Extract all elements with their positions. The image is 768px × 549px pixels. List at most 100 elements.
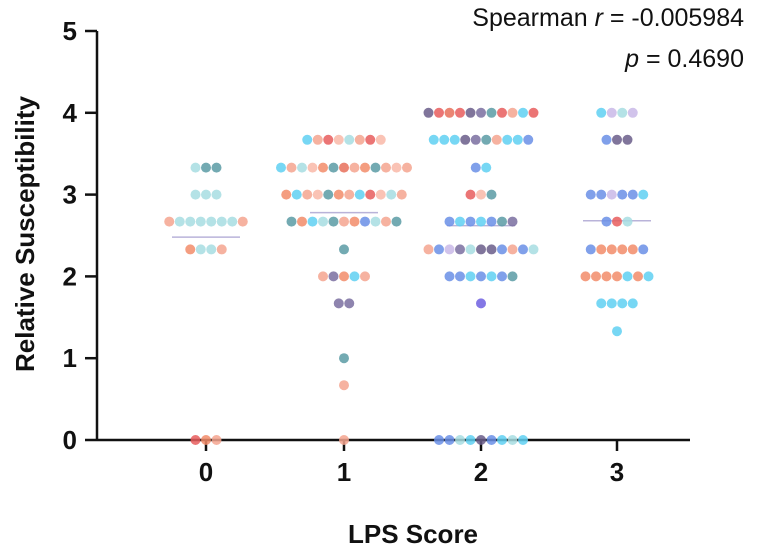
p-value: = 0.4690 [639,45,744,73]
data-point [174,216,185,227]
data-point [286,162,297,173]
data-point [370,162,381,173]
data-point [164,216,175,227]
data-point [323,189,334,200]
data-point [360,216,370,227]
data-point [497,216,507,227]
spearman-value: = -0.005984 [603,4,744,32]
data-point [434,244,444,255]
data-point [195,216,206,227]
data-point [512,134,523,145]
data-point [486,107,497,118]
data-point [612,271,622,282]
data-point [518,244,528,255]
data-point [185,244,196,255]
data-point [486,271,497,282]
p-value-annotation: p = 0.4690 [624,45,744,73]
data-point [476,107,486,118]
data-point [211,162,222,173]
data-point [391,216,402,227]
data-point [339,244,349,255]
data-point [339,162,349,173]
data-point [596,298,607,309]
data-point [497,271,507,282]
data-point [528,107,539,118]
data-point [601,134,612,145]
data-point [190,162,201,173]
data-point [444,107,455,118]
data-point [643,271,654,282]
data-point [455,244,465,255]
data-point [617,189,628,200]
data-point [211,435,222,445]
data-point [606,189,617,200]
x-tick-label: 1 [337,457,351,487]
data-point [354,189,365,200]
data-point [307,162,318,173]
annotation: Spearman r = -0.005984 p = 0.4690 [472,4,744,73]
data-point [507,271,518,282]
data-point [291,189,302,200]
data-point [596,107,607,118]
data-point [476,244,486,255]
data-point [370,216,381,227]
data-point [201,162,211,173]
data-point [439,134,450,145]
data-point [617,244,628,255]
data-point [497,244,507,255]
data-point [612,134,622,145]
data-point [333,134,344,145]
data-point [606,298,617,309]
data-point [281,189,292,200]
data-point [286,216,297,227]
data-point [507,216,518,227]
data-point [339,353,349,364]
data-point [622,134,633,145]
spearman-symbol: r [595,4,605,32]
data-point [449,134,460,145]
data-point [318,216,328,227]
data-point [365,189,376,200]
data-point [396,189,407,200]
data-point [476,271,486,282]
data-point [328,162,339,173]
data-point [470,134,481,145]
data-point [349,216,360,227]
y-tick-label: 3 [63,180,77,210]
data-point [622,216,633,227]
data-point [627,107,638,118]
data-point [585,189,596,200]
data-point [302,134,313,145]
data-point [460,134,471,145]
data-point [381,216,391,227]
data-point [360,271,370,282]
data-point [476,189,486,200]
data-point [201,435,211,445]
x-tick-label: 3 [610,457,624,487]
data-point [481,134,492,145]
data-point [465,435,476,445]
data-point [375,134,386,145]
data-point [491,134,502,145]
data-point [455,435,465,445]
data-point [328,271,339,282]
data-point [455,271,465,282]
p-symbol: p [624,45,639,73]
data-point [333,189,344,200]
data-point [507,435,518,445]
spearman-prefix: Spearman [472,4,594,32]
data-point [323,134,334,145]
data-point [402,162,412,173]
data-point [339,216,349,227]
data-point [444,435,455,445]
data-point [486,435,497,445]
data-point [381,162,391,173]
data-point [518,435,528,445]
y-tick-label: 1 [63,343,77,373]
data-point [434,435,444,445]
data-point [276,162,286,173]
data-point [360,162,370,173]
data-point [612,216,622,227]
data-point [465,244,476,255]
